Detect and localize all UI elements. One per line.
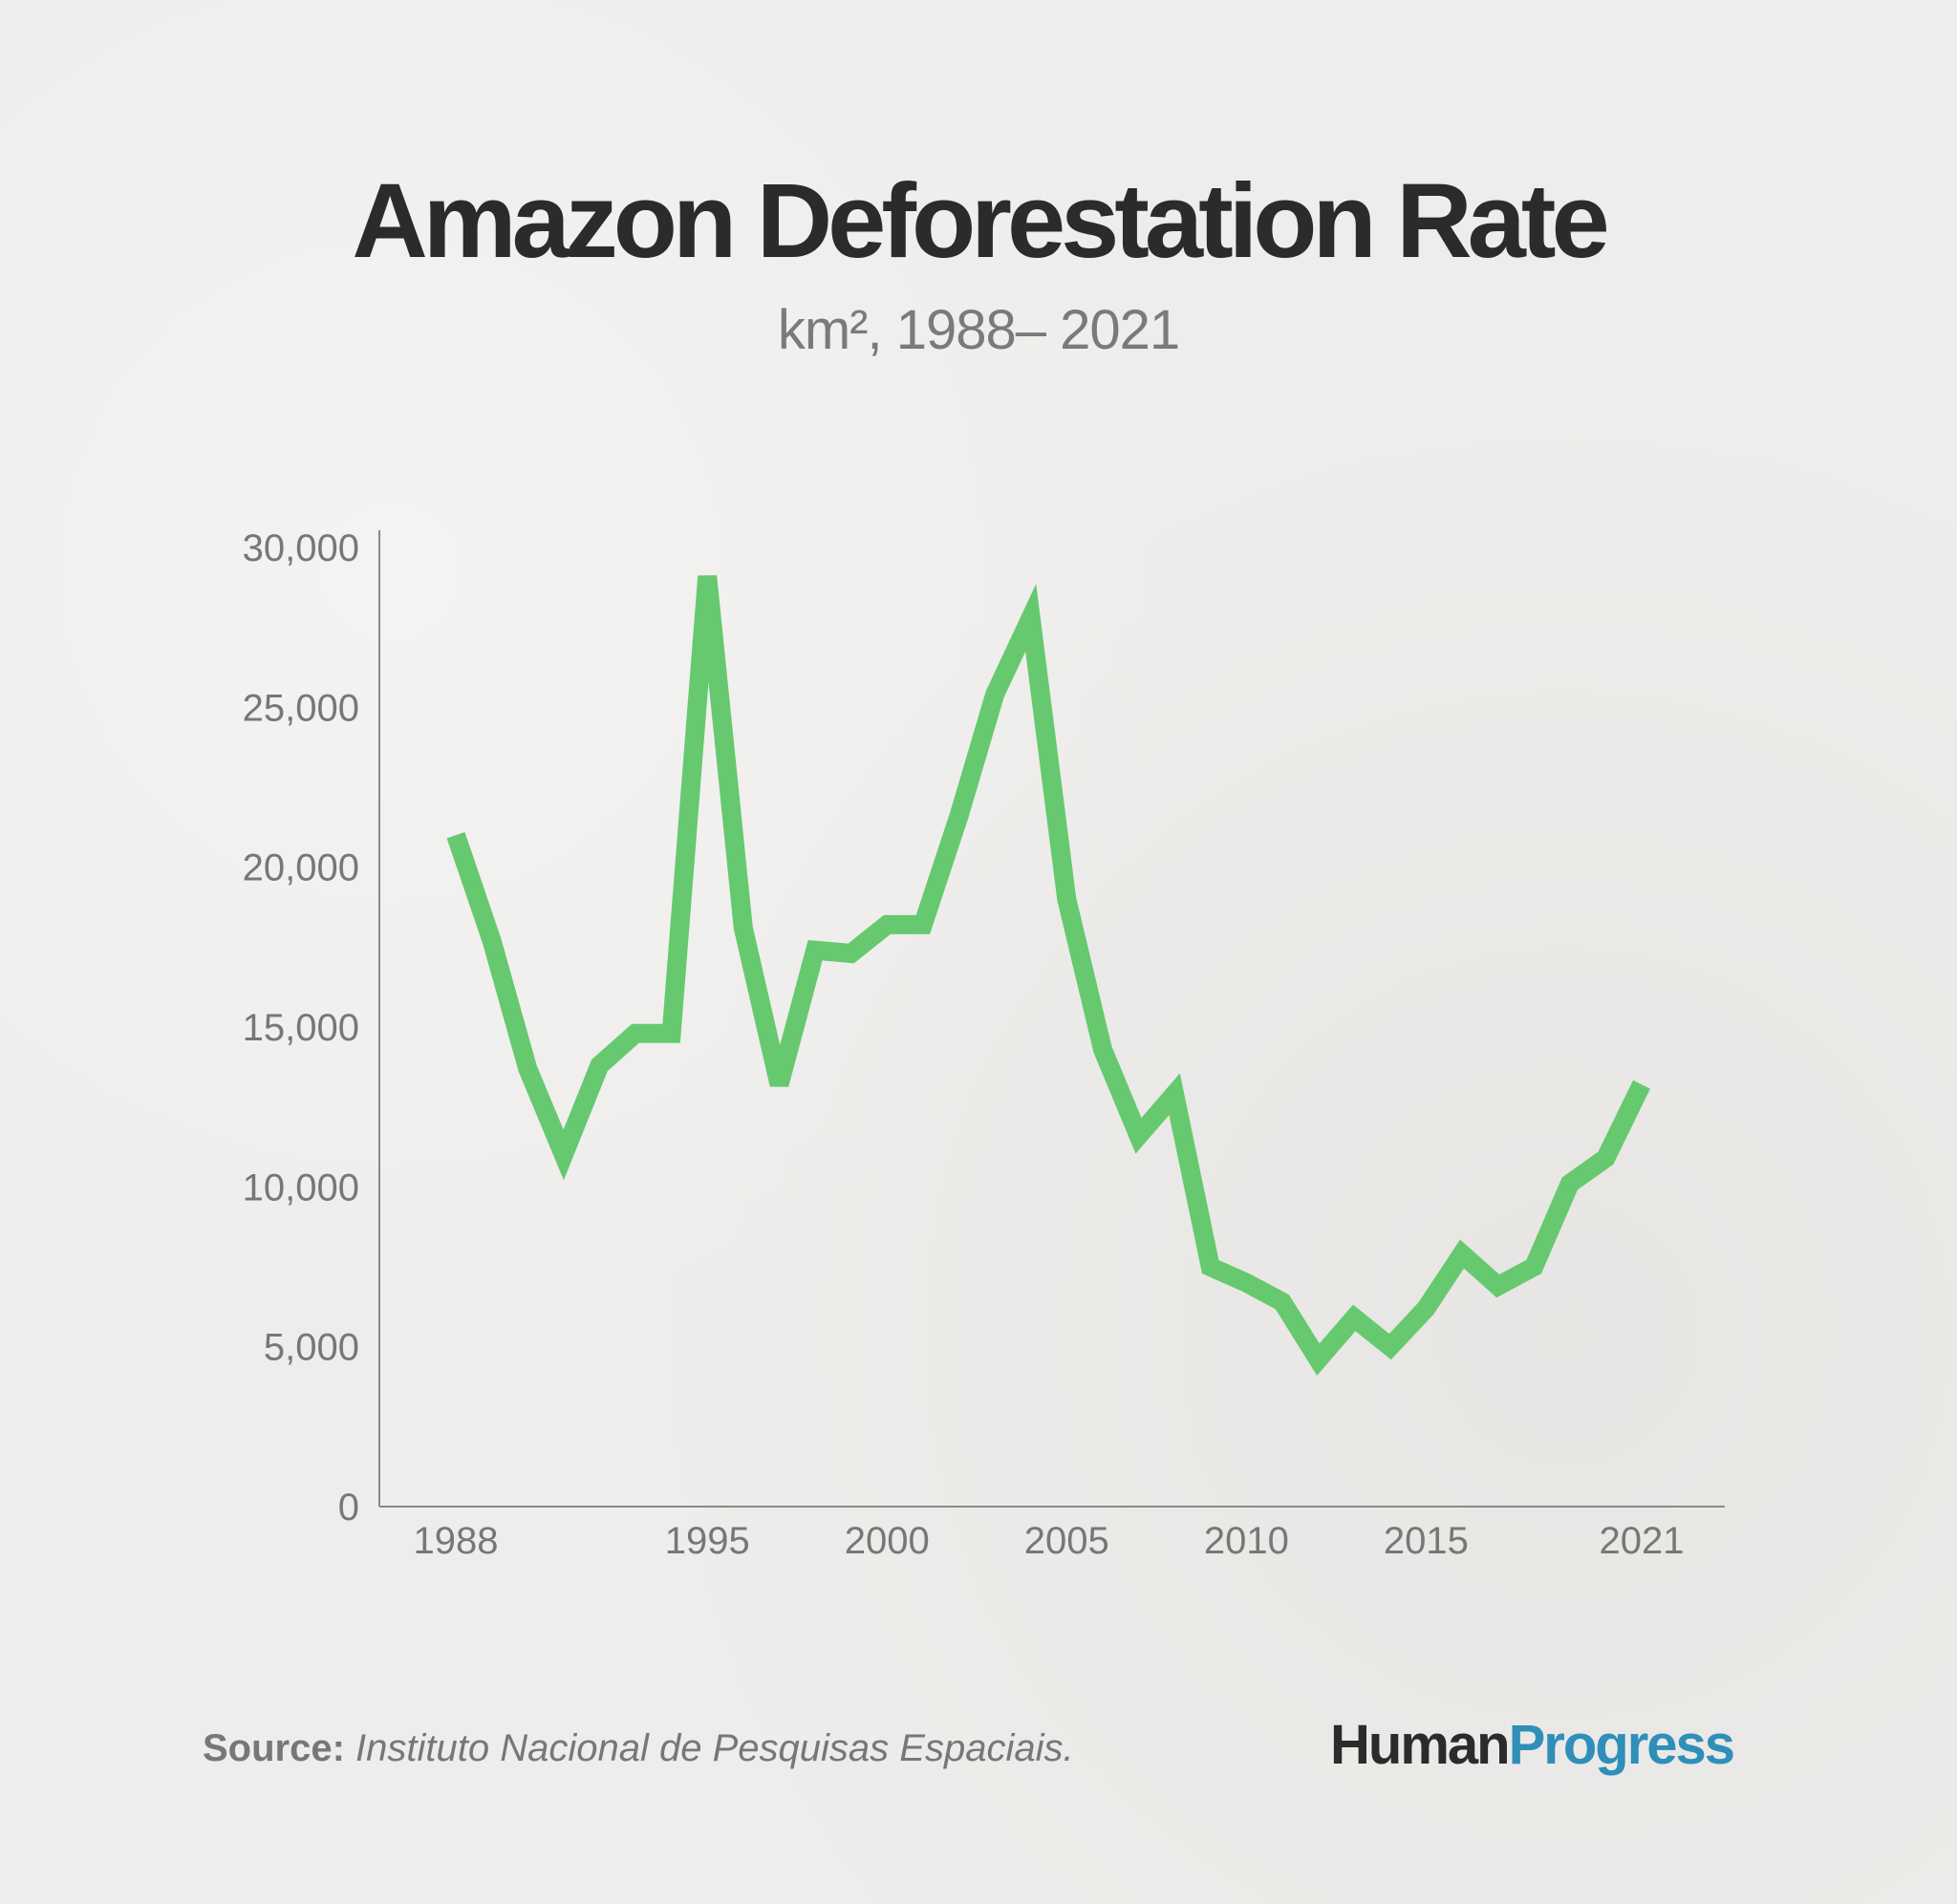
brand-part-human: Human — [1330, 1714, 1511, 1776]
y-tick-label: 30,000 — [243, 527, 359, 569]
y-tick-label: 15,000 — [243, 1007, 359, 1049]
chart-subtitle: km², 1988– 2021 — [777, 299, 1180, 361]
source-label: Source: — [203, 1727, 345, 1769]
source-note: Source: Instituto Nacional de Pesquisas … — [203, 1727, 1074, 1770]
y-tick-label: 25,000 — [243, 687, 359, 729]
y-tick-label: 10,000 — [243, 1166, 359, 1209]
x-tick-label: 2015 — [1384, 1520, 1469, 1562]
x-tick-label: 1995 — [665, 1520, 750, 1562]
y-tick-label: 20,000 — [243, 847, 359, 889]
chart-title: Amazon Deforestation Rate — [352, 162, 1609, 280]
x-tick-label: 2005 — [1024, 1520, 1109, 1562]
x-tick-label: 1988 — [414, 1520, 499, 1562]
x-tick-label: 2010 — [1204, 1520, 1289, 1562]
y-tick-label: 0 — [338, 1487, 359, 1529]
x-tick-labels: 1988 1995 2000 2005 2010 2015 2021 — [414, 1520, 1685, 1562]
x-tick-label: 2000 — [845, 1520, 930, 1562]
humanprogress-logo: HumanProgress — [1330, 1713, 1735, 1777]
deforestation-series-line — [446, 575, 1650, 1376]
x-tick-label: 2021 — [1600, 1520, 1685, 1562]
brand-part-progress: Progress — [1508, 1714, 1735, 1776]
data-points — [455, 576, 1643, 1360]
y-tick-labels: 0 5,000 10,000 15,000 20,000 25,000 30,000 — [243, 527, 359, 1529]
chart-axes — [378, 530, 1725, 1508]
y-tick-label: 5,000 — [264, 1327, 359, 1369]
source-text: Instituto Nacional de Pesquisas Espaciai… — [344, 1727, 1074, 1769]
